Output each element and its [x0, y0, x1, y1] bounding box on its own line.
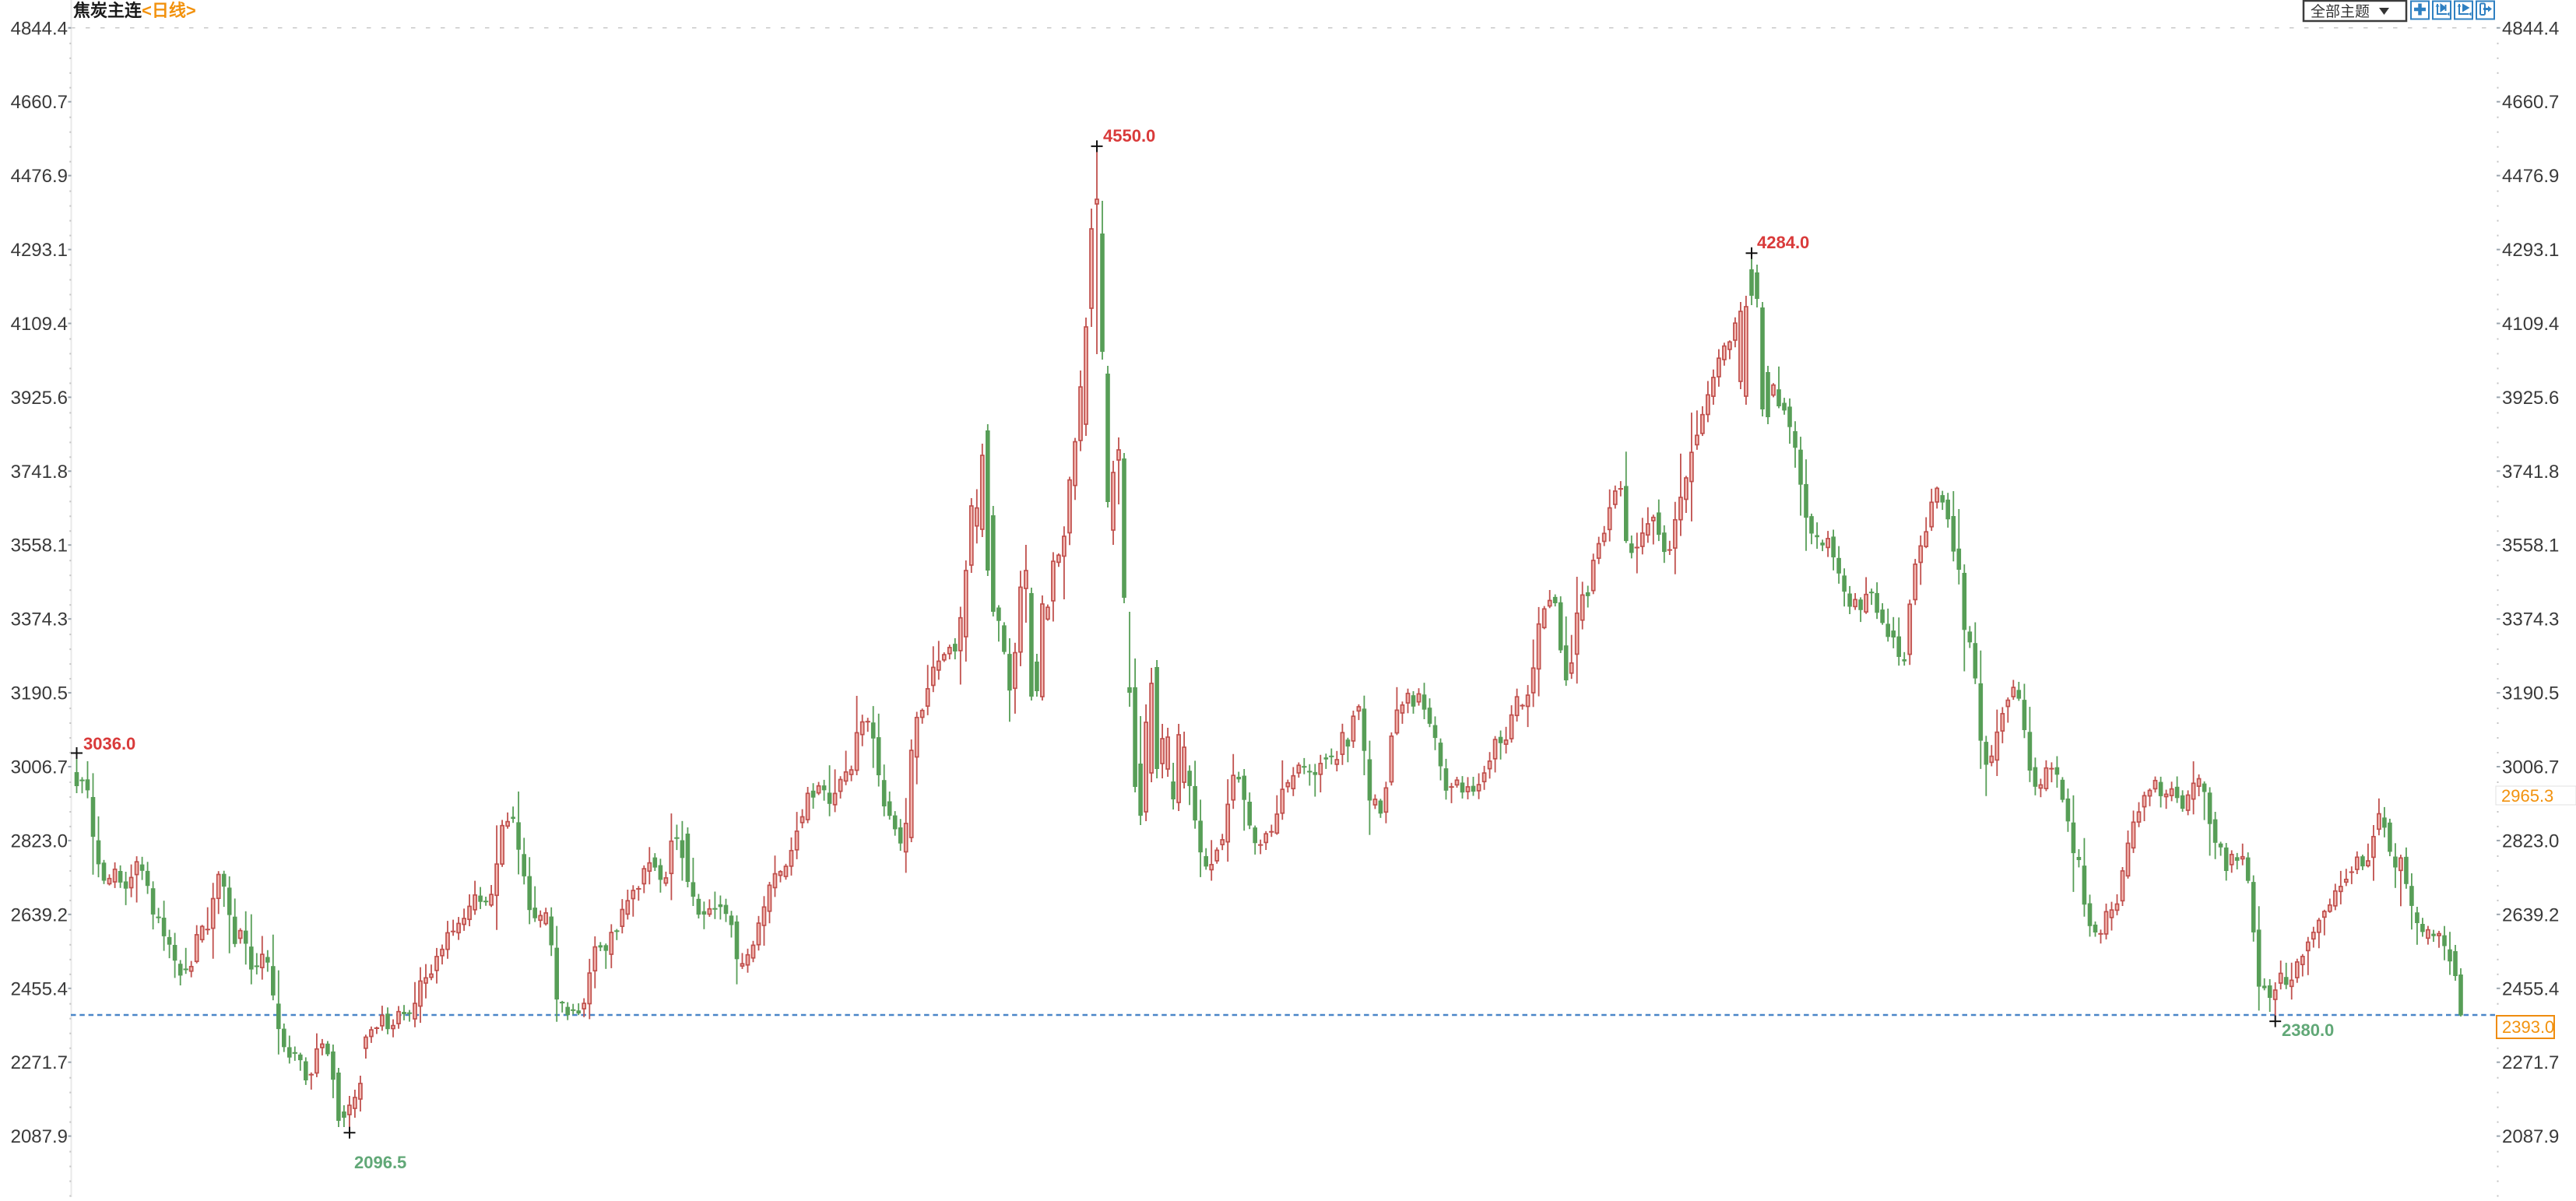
svg-text:4284.0: 4284.0 — [1757, 233, 1809, 252]
svg-text:4293.1: 4293.1 — [11, 240, 68, 261]
svg-text:3006.7: 3006.7 — [11, 757, 68, 778]
svg-text:3006.7: 3006.7 — [2502, 757, 2559, 778]
svg-text:2455.4: 2455.4 — [2502, 978, 2559, 999]
svg-text:4660.7: 4660.7 — [11, 92, 68, 113]
svg-text:2639.2: 2639.2 — [11, 904, 68, 925]
svg-text:2271.7: 2271.7 — [2502, 1052, 2559, 1073]
svg-text:2639.2: 2639.2 — [2502, 904, 2559, 925]
svg-text:3374.3: 3374.3 — [11, 609, 68, 630]
svg-text:2087.9: 2087.9 — [11, 1126, 68, 1147]
svg-text:2271.7: 2271.7 — [11, 1052, 68, 1073]
svg-text:4844.4: 4844.4 — [2502, 18, 2559, 39]
svg-text:2823.0: 2823.0 — [2502, 831, 2559, 852]
svg-text:4844.4: 4844.4 — [11, 18, 68, 39]
svg-text:3925.6: 3925.6 — [2502, 388, 2559, 409]
svg-text:3036.0: 3036.0 — [83, 734, 135, 753]
svg-text:2380.0: 2380.0 — [2282, 1020, 2334, 1040]
svg-text:3374.3: 3374.3 — [2502, 609, 2559, 630]
svg-text:4109.4: 4109.4 — [2502, 314, 2559, 335]
svg-text:2455.4: 2455.4 — [11, 978, 68, 999]
svg-text:3741.8: 3741.8 — [2502, 462, 2559, 483]
svg-text:3190.5: 3190.5 — [11, 683, 68, 704]
svg-text:2393.0: 2393.0 — [2502, 1017, 2554, 1037]
svg-text:4109.4: 4109.4 — [11, 314, 68, 335]
svg-text:4550.0: 4550.0 — [1103, 126, 1155, 146]
svg-text:3558.1: 3558.1 — [11, 536, 68, 557]
svg-text:3925.6: 3925.6 — [11, 388, 68, 409]
svg-text:3558.1: 3558.1 — [2502, 536, 2559, 557]
svg-text:全部主题: 全部主题 — [2311, 3, 2370, 20]
svg-text:4476.9: 4476.9 — [2502, 166, 2559, 187]
svg-text:3190.5: 3190.5 — [2502, 683, 2559, 704]
svg-text:3741.8: 3741.8 — [11, 462, 68, 483]
svg-text:2823.0: 2823.0 — [11, 831, 68, 852]
svg-text:焦炭主连<日线>: 焦炭主连<日线> — [72, 1, 196, 20]
svg-text:2096.5: 2096.5 — [354, 1153, 406, 1172]
svg-text:4660.7: 4660.7 — [2502, 92, 2559, 113]
svg-text:4293.1: 4293.1 — [2502, 240, 2559, 261]
svg-text:2965.3: 2965.3 — [2501, 786, 2553, 806]
svg-text:4476.9: 4476.9 — [11, 166, 68, 187]
svg-text:2087.9: 2087.9 — [2502, 1126, 2559, 1147]
